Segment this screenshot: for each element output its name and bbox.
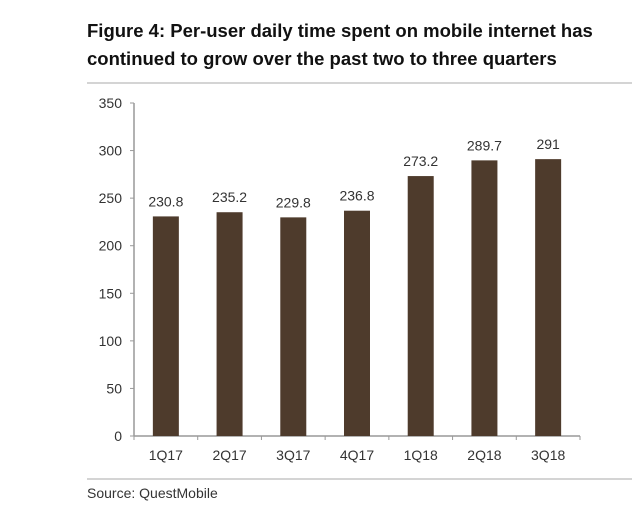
y-tick-label: 50	[106, 380, 122, 396]
y-tick-label: 200	[99, 238, 123, 254]
x-tick-label: 2Q17	[212, 447, 246, 463]
bar	[471, 160, 498, 436]
x-tick-label: 1Q18	[404, 447, 438, 463]
data-label: 230.8	[148, 193, 183, 209]
y-tick-label: 100	[99, 333, 123, 349]
y-tick-label: 0	[114, 428, 122, 444]
bar	[407, 176, 434, 437]
source-note: Source: QuestMobile	[87, 485, 218, 501]
bar	[216, 212, 243, 436]
y-tick-label: 350	[99, 95, 123, 111]
data-label: 289.7	[467, 137, 502, 153]
bar	[152, 216, 179, 436]
data-label: 291	[536, 136, 560, 152]
x-tick-label: 3Q18	[531, 447, 565, 463]
data-label: 229.8	[276, 194, 311, 210]
top-divider	[87, 82, 632, 84]
bar	[280, 217, 307, 436]
bottom-divider	[87, 478, 632, 480]
x-tick-label: 1Q17	[149, 447, 183, 463]
chart-title: Figure 4: Per-user daily time spent on m…	[87, 20, 593, 69]
data-label: 235.2	[212, 189, 247, 205]
x-tick-label: 2Q18	[467, 447, 501, 463]
x-tick-label: 3Q17	[276, 447, 310, 463]
data-label: 236.8	[339, 188, 374, 204]
bar	[535, 159, 562, 437]
x-tick-label: 4Q17	[340, 447, 374, 463]
y-tick-label: 150	[99, 285, 123, 301]
y-tick-label: 250	[99, 190, 123, 206]
bar	[344, 210, 370, 436]
y-tick-label: 300	[99, 143, 123, 159]
data-label: 273.2	[403, 153, 438, 169]
